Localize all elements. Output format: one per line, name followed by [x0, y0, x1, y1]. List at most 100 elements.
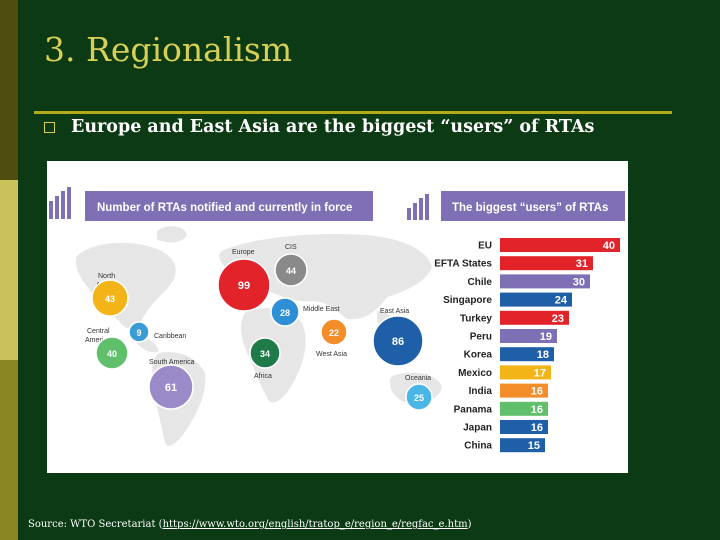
- label-central-america: Central: [87, 328, 110, 335]
- label-south-america: South America: [149, 359, 195, 366]
- region-bubble: [95, 336, 129, 370]
- bar-category-label: Japan: [463, 423, 492, 434]
- region-value: 34: [260, 349, 270, 359]
- bar-category-label: India: [469, 386, 493, 397]
- bar-value-label: 24: [555, 295, 568, 307]
- label-central-america-2: America: [85, 337, 111, 344]
- label-caribbean: Caribbean: [154, 333, 186, 340]
- eurasia-shape: [219, 233, 432, 320]
- bar: [500, 274, 590, 289]
- label-west-asia: West Asia: [316, 351, 347, 358]
- bar-value-label: 18: [537, 349, 549, 361]
- region-bubble: [405, 383, 433, 411]
- region-bubble: [128, 321, 150, 343]
- map-region-labels: North America Central America Caribbean …: [85, 244, 431, 382]
- bar: [500, 256, 593, 271]
- source-suffix: ): [467, 519, 472, 530]
- source-link[interactable]: https://www.wto.org/english/tratop_e/reg…: [162, 519, 468, 530]
- region-value: 86: [392, 336, 404, 348]
- source-citation: Source: WTO Secretariat (https://www.wto…: [28, 519, 471, 530]
- bar: [500, 292, 572, 307]
- label-oceania: Oceania: [405, 375, 431, 382]
- bar-category-label: China: [464, 441, 492, 452]
- bar-value-label: 15: [528, 440, 540, 452]
- region-value: 44: [286, 266, 296, 276]
- region-bubble: [148, 364, 194, 410]
- accent-block-bottom: [0, 360, 18, 540]
- label-north-america: North: [98, 273, 115, 280]
- region-bubble: [217, 258, 271, 312]
- region-value: 22: [329, 328, 339, 338]
- title-divider: [34, 111, 672, 114]
- label-europe: Europe: [232, 249, 255, 256]
- chart-header-banner: [441, 191, 625, 221]
- bar: [500, 238, 620, 252]
- bar: [500, 347, 554, 362]
- region-bubble: [320, 318, 348, 346]
- bar-category-label: Peru: [470, 332, 492, 343]
- region-bubble: [91, 279, 129, 317]
- accent-block-top: [0, 0, 18, 180]
- label-africa: Africa: [254, 373, 272, 380]
- chart-header-bar-icon-2: [413, 203, 417, 220]
- bullet-text: Europe and East Asia are the biggest “us…: [71, 117, 595, 137]
- bar-value-label: 23: [552, 313, 564, 325]
- header-bar-icon-2: [55, 196, 59, 219]
- source-prefix: Source: WTO Secretariat (: [28, 519, 163, 530]
- bar-value-label: 17: [534, 367, 546, 379]
- region-value: 99: [238, 280, 250, 292]
- bar: [500, 310, 569, 325]
- bar-chart: EU 40 EFTA States 31 Chile 30 Singapore 24 Turke…: [434, 238, 620, 453]
- bar-category-label: Singapore: [443, 295, 492, 306]
- bar-category-label: Korea: [464, 350, 493, 361]
- region-value: 9: [136, 328, 141, 338]
- bullet-square-icon: [44, 121, 55, 133]
- bar-value-label: 19: [540, 331, 552, 343]
- bar: [500, 438, 545, 453]
- left-accent-band: [0, 0, 18, 540]
- bar-category-label: Mexico: [458, 368, 492, 379]
- region-value: 61: [165, 382, 177, 394]
- bar-value-label: 16: [531, 386, 543, 398]
- bullet-item: Europe and East Asia are the biggest “us…: [44, 117, 594, 137]
- bar: [500, 420, 548, 434]
- accent-block-middle: [0, 180, 18, 360]
- map-header-text: Number of RTAs notified and currently in…: [97, 202, 352, 214]
- bar: [500, 401, 548, 416]
- slide-title: 3. Regionalism: [44, 30, 293, 69]
- region-value: 28: [280, 308, 290, 318]
- chart-header: The biggest “users” of RTAs: [407, 191, 625, 221]
- rta-infographic: Number of RTAs notified and currently in…: [47, 161, 628, 473]
- bar-value-label: 16: [531, 422, 543, 434]
- north-america-shape: [75, 242, 176, 330]
- chart-title: The biggest “users” of RTAs: [452, 202, 608, 214]
- bar: [500, 329, 557, 343]
- bar-category-label: EFTA States: [434, 259, 492, 270]
- label-cis: CIS: [285, 244, 297, 251]
- bar-value-label: 30: [573, 276, 585, 288]
- label-middle-east: Middle East: [303, 306, 340, 313]
- region-value: 40: [107, 349, 117, 359]
- chart-header-bar-icon-3: [419, 198, 423, 220]
- region-value: 25: [414, 393, 424, 403]
- header-bar-icon-3: [61, 191, 65, 219]
- region-value: 43: [105, 294, 115, 304]
- chart-header-bar-icon-1: [407, 208, 411, 220]
- bar-category-label: Turkey: [460, 313, 492, 324]
- bar-value-label: 40: [603, 240, 615, 252]
- region-bubble: [270, 297, 300, 327]
- bar: [500, 365, 551, 380]
- chart-header-bar-icon-4: [425, 194, 429, 220]
- map-header: Number of RTAs notified and currently in…: [49, 187, 373, 221]
- bar-category-label: Chile: [468, 277, 493, 288]
- label-east-asia: East Asia: [380, 308, 409, 315]
- infographic-canvas: Number of RTAs notified and currently in…: [49, 187, 625, 453]
- greenland-shape: [157, 226, 187, 243]
- region-bubble: [249, 337, 281, 369]
- bar-category-label: Panama: [454, 404, 493, 415]
- bar-value-label: 31: [576, 258, 588, 270]
- bar-value-label: 16: [531, 404, 543, 416]
- bar: [500, 383, 548, 398]
- map-bubbles: 43 40 9 61 99 44 28 22 34 86 25: [91, 253, 433, 411]
- header-bar-icon-4: [67, 187, 71, 219]
